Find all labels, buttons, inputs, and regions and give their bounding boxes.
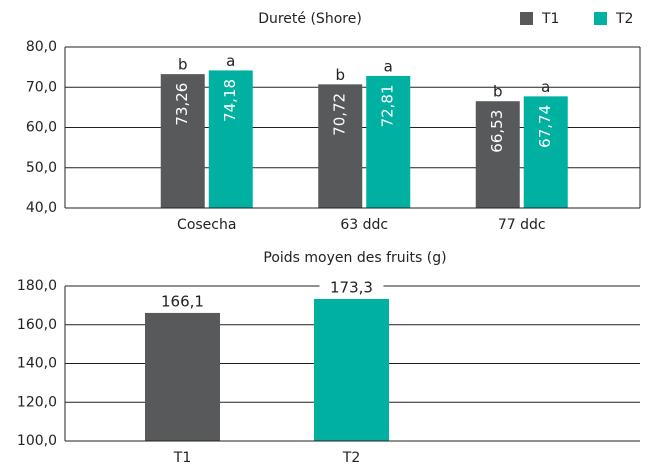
bar (208, 70, 253, 208)
bar (366, 75, 411, 208)
significance-letter: b (335, 66, 345, 84)
legend-label: T1 (541, 11, 559, 27)
bar (475, 101, 520, 208)
y-tick-label: 120,0 (17, 394, 57, 410)
data-label: 74,18 (221, 79, 239, 122)
y-tick-label: 180,0 (17, 278, 57, 294)
legend-swatch (520, 12, 533, 25)
data-label: 72,81 (379, 84, 397, 127)
x-tick-label: 77 ddc (498, 217, 546, 233)
legend-swatch (594, 12, 607, 25)
y-tick-label: 140,0 (17, 356, 57, 372)
legend-label: T2 (615, 11, 633, 27)
bar (160, 74, 205, 208)
y-tick-label: 40,0 (26, 200, 57, 216)
y-tick-label: 160,0 (17, 317, 57, 333)
significance-letter: a (226, 52, 235, 70)
data-label: 66,53 (488, 110, 506, 153)
chart-title: Poids moyen des fruits (g) (263, 250, 446, 266)
significance-letter: a (384, 57, 393, 75)
data-label: 173,3 (330, 278, 373, 296)
bar (523, 96, 568, 208)
significance-letter: a (541, 78, 550, 96)
y-tick-label: 70,0 (26, 79, 57, 95)
data-label: 166,1 (161, 292, 204, 310)
x-tick-label: 63 ddc (340, 217, 388, 233)
data-label: 70,72 (331, 93, 349, 136)
y-tick-label: 60,0 (26, 120, 57, 136)
data-label: 67,74 (536, 105, 554, 148)
label-bg (319, 277, 384, 296)
data-label: 73,26 (173, 83, 191, 126)
y-tick-label: 80,0 (26, 39, 57, 55)
label-bg (150, 291, 215, 310)
x-tick-label: Cosecha (177, 217, 236, 233)
significance-letter: b (178, 56, 188, 74)
significance-letter: b (493, 83, 503, 101)
bar (145, 312, 220, 441)
x-tick-label: T1 (173, 450, 191, 466)
y-tick-label: 50,0 (26, 160, 57, 176)
y-tick-label: 100,0 (17, 433, 57, 449)
bar (314, 298, 389, 441)
x-tick-label: T2 (342, 450, 360, 466)
bar (318, 84, 363, 208)
chart-title: Dureté (Shore) (258, 11, 362, 27)
